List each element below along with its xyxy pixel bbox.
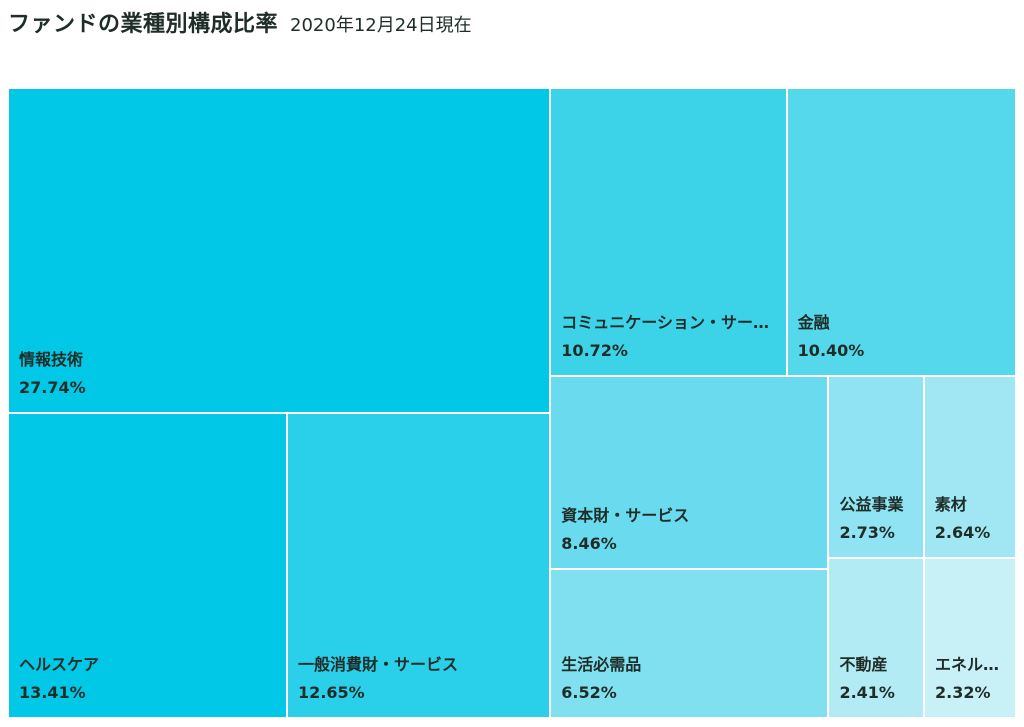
tile-label: 金融 10.40% (798, 309, 1009, 365)
tile-category-name: 不動産 (839, 654, 888, 674)
treemap-tile: コミュニケーション・サービス 10.72% (550, 88, 787, 376)
chart-subtitle: 2020年12月24日現在 (290, 15, 472, 36)
treemap-tile: ヘルスケア 13.41% (8, 412, 288, 718)
tile-label: 不動産 2.41% (839, 651, 917, 707)
tile-label: エネルギー 2.32% (935, 651, 1009, 707)
tile-value-label: 2.41% (839, 682, 895, 702)
tile-category-name: 情報技術 (19, 349, 84, 369)
chart-title: ファンドの業種別構成比率 (8, 12, 279, 37)
treemap-tile: 資本財・サービス 8.46% (550, 376, 829, 570)
treemap-chart: 情報技術 27.74% ヘルスケア 13.41% 一般消費財・サービス 12.65% コミュ… (8, 88, 1016, 718)
tile-label: 生活必需品 6.52% (561, 651, 821, 707)
tile-category-name: 素材 (934, 494, 967, 514)
tile-value-label: 2.32% (935, 682, 991, 702)
tile-label: ヘルスケア 13.41% (19, 651, 280, 707)
tile-value-label: 2.73% (839, 522, 895, 542)
tile-value-label: 10.72% (561, 341, 628, 360)
tile-category-name: ヘルスケア (19, 654, 100, 674)
tile-category-name: 公益事業 (839, 494, 904, 514)
treemap-tile: 公益事業 2.73% (828, 376, 924, 558)
tile-label: 情報技術 27.74% (19, 346, 543, 402)
tile-value-label: 8.46% (561, 534, 617, 554)
tile-label: 素材 2.64% (935, 491, 1009, 547)
treemap-tile: エネルギー 2.32% (924, 557, 1016, 718)
treemap-tile: 金融 10.40% (786, 88, 1016, 376)
tile-label: コミュニケーション・サービス 10.72% (561, 309, 779, 365)
tile-category-name: エネルギー (935, 654, 1009, 674)
chart-header: ファンドの業種別構成比率 2020年12月24日現在 (8, 6, 472, 40)
treemap-tile: 情報技術 27.74% (8, 88, 551, 413)
tile-value-label: 10.40% (797, 341, 865, 360)
tile-value-label: 2.64% (934, 522, 991, 542)
treemap-tile: 不動産 2.41% (828, 557, 924, 718)
tile-category-name: 資本財・サービス (561, 506, 690, 526)
tile-category-name: 金融 (797, 313, 830, 332)
treemap-tile: 素材 2.64% (923, 376, 1016, 558)
tile-value-label: 13.41% (19, 682, 86, 702)
tile-value-label: 12.65% (298, 682, 365, 702)
tile-label: 公益事業 2.73% (839, 491, 916, 547)
treemap-tile: 生活必需品 6.52% (550, 569, 829, 718)
tile-category-name: 一般消費財・サービス (298, 654, 459, 674)
tile-label: 資本財・サービス 8.46% (561, 502, 821, 558)
tile-category-name: コミュニケーション・サービス (561, 313, 780, 332)
tile-category-name: 生活必需品 (561, 654, 642, 674)
tile-value-label: 27.74% (19, 377, 86, 397)
tile-label: 一般消費財・サービス 12.65% (298, 651, 543, 707)
tile-value-label: 6.52% (561, 682, 617, 702)
treemap-tile: 一般消費財・サービス 12.65% (287, 412, 551, 718)
